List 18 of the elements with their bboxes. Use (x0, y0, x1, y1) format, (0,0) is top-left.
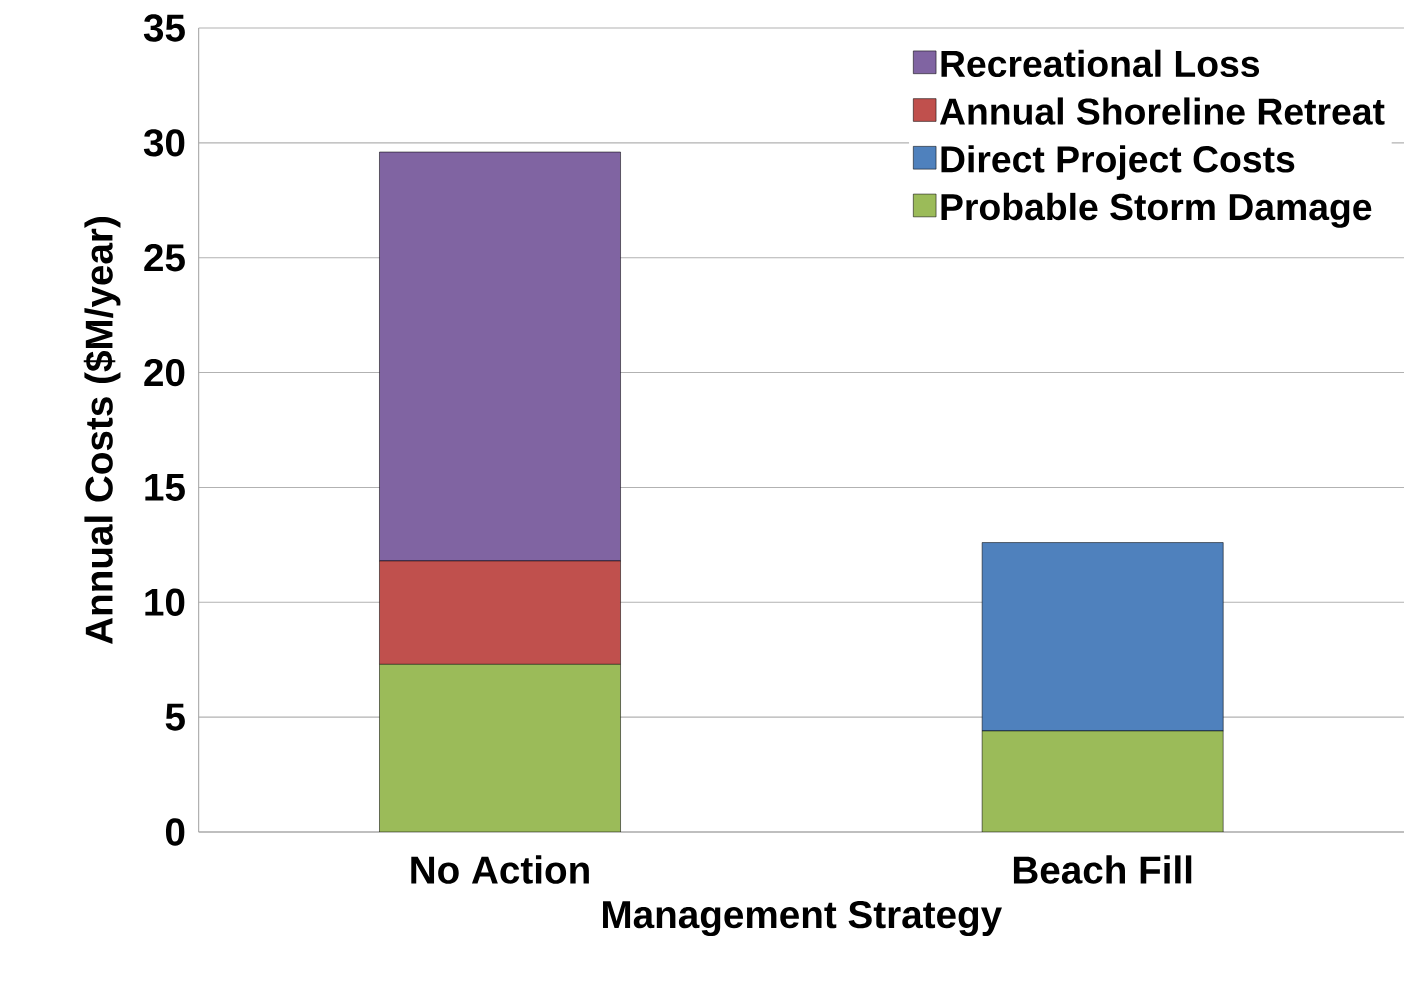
y-tick-label: 20 (144, 358, 185, 387)
legend-label: Recreational Loss (941, 49, 1260, 78)
y-axis-title: Annual Costs ($M/year) (83, 217, 121, 644)
legend-label: Probable Storm Damage (941, 192, 1372, 228)
legend-label: Direct Project Costs (941, 145, 1295, 180)
y-tick-label: 10 (145, 588, 185, 616)
bar (379, 664, 621, 832)
y-tick-label: 30 (143, 129, 185, 157)
y-tick-label: 0 (165, 818, 185, 846)
legend-label: Annual Shoreline Retreat (939, 97, 1385, 125)
y-tick-label: 15 (145, 473, 185, 501)
bar (981, 730, 1224, 832)
y-tick-label: 25 (144, 244, 185, 272)
y-tick-label: 35 (143, 14, 185, 42)
x-tick-label: No Action (411, 855, 589, 884)
x-tick-label: Beach Fill (1013, 855, 1192, 884)
x-axis-title: Management Strategy (603, 900, 1002, 937)
y-tick-label: 5 (165, 703, 185, 731)
